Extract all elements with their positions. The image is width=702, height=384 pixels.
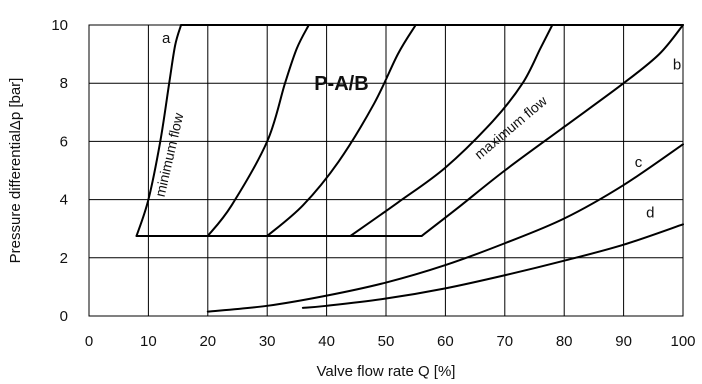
curve-label-c: c <box>635 154 643 171</box>
y-tick-label: 6 <box>60 133 68 150</box>
x-tick-label: 10 <box>140 333 157 350</box>
x-tick-label: 80 <box>556 333 573 350</box>
x-tick-label: 100 <box>670 333 695 350</box>
y-tick-label: 2 <box>60 250 68 267</box>
x-tick-label: 30 <box>259 333 276 350</box>
x-axis-title: Valve flow rate Q [%] <box>317 363 456 380</box>
x-tick-label: 70 <box>496 333 513 350</box>
y-tick-label: 0 <box>60 308 68 325</box>
x-tick-label: 20 <box>199 333 216 350</box>
y-axis-title: Pressure differentialΔp [bar] <box>7 78 24 264</box>
curve-c <box>206 143 684 313</box>
curve-3 <box>266 24 417 237</box>
grid <box>88 24 684 317</box>
curve-b <box>420 24 684 237</box>
curve-2 <box>206 24 310 237</box>
tick-labels: 0 10 20 30 40 50 60 70 80 90 100 0 2 4 6 8 10 <box>51 17 695 350</box>
x-tick-label: 90 <box>615 333 632 350</box>
x-tick-label: 0 <box>85 333 93 350</box>
y-tick-label: 4 <box>60 192 68 209</box>
curve-4 <box>349 24 554 237</box>
x-tick-label: 60 <box>437 333 454 350</box>
curve-d <box>301 223 684 309</box>
curve-labels: a b c d <box>162 30 681 222</box>
x-tick-label: 40 <box>318 333 335 350</box>
maximum-flow-annotation: maximum flow <box>471 92 550 162</box>
x-tick-label: 50 <box>378 333 395 350</box>
series-lines <box>135 24 684 313</box>
y-tick-label: 8 <box>60 75 68 92</box>
curve-label-d: d <box>646 205 654 222</box>
y-tick-label: 10 <box>51 17 68 34</box>
curve-a <box>135 24 183 237</box>
chart-title: P-A/B <box>314 73 368 95</box>
curve-label-b: b <box>673 56 681 73</box>
curve-label-a: a <box>162 30 171 47</box>
